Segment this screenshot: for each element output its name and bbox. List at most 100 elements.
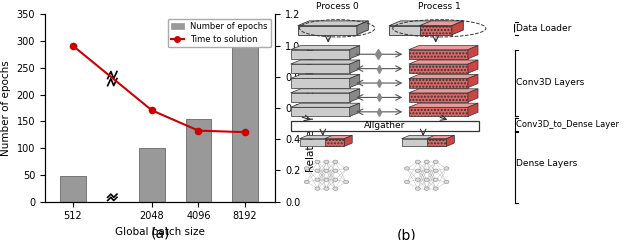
Polygon shape [441, 135, 449, 146]
Bar [232, 41, 258, 202]
FancyBboxPatch shape [291, 121, 479, 131]
Circle shape [444, 180, 449, 184]
Circle shape [333, 160, 338, 163]
Polygon shape [291, 107, 349, 116]
Polygon shape [291, 103, 360, 107]
Polygon shape [420, 26, 452, 35]
Polygon shape [291, 89, 360, 93]
Y-axis label: Relative time to solution: Relative time to solution [306, 44, 316, 172]
Circle shape [315, 169, 320, 172]
Bar [139, 148, 164, 202]
Circle shape [415, 178, 420, 181]
Polygon shape [436, 21, 447, 35]
Text: (b): (b) [397, 228, 417, 240]
Polygon shape [468, 46, 478, 59]
Circle shape [304, 180, 309, 184]
Text: Allgather: Allgather [364, 121, 405, 130]
Circle shape [424, 160, 429, 163]
Text: Process 1: Process 1 [418, 2, 461, 11]
Circle shape [415, 160, 420, 163]
Polygon shape [300, 135, 347, 139]
Circle shape [424, 178, 429, 181]
Polygon shape [291, 74, 360, 78]
Circle shape [333, 178, 338, 181]
Circle shape [424, 187, 429, 190]
Text: Dense Layers: Dense Layers [516, 159, 578, 168]
Polygon shape [298, 26, 357, 35]
Polygon shape [291, 93, 349, 102]
Polygon shape [324, 139, 344, 146]
Text: Data Loader: Data Loader [516, 24, 572, 33]
Polygon shape [427, 139, 447, 146]
Bar [186, 119, 211, 202]
Polygon shape [291, 50, 349, 59]
Polygon shape [298, 21, 369, 26]
Polygon shape [420, 21, 463, 26]
Polygon shape [349, 103, 360, 116]
Circle shape [433, 187, 438, 190]
Circle shape [433, 178, 438, 181]
Circle shape [315, 160, 320, 163]
Polygon shape [402, 135, 449, 139]
Circle shape [315, 178, 320, 181]
Circle shape [433, 169, 438, 172]
Circle shape [324, 169, 329, 172]
X-axis label: Global batch size: Global batch size [115, 227, 205, 237]
Polygon shape [409, 103, 478, 107]
Polygon shape [409, 74, 478, 78]
Polygon shape [409, 46, 478, 50]
Polygon shape [452, 21, 463, 35]
Polygon shape [468, 103, 478, 116]
Text: Process 0: Process 0 [316, 2, 358, 11]
Polygon shape [339, 135, 347, 146]
Legend: Number of epochs, Time to solution: Number of epochs, Time to solution [168, 18, 271, 47]
Y-axis label: Number of epochs: Number of epochs [1, 60, 11, 156]
Polygon shape [324, 135, 352, 139]
Polygon shape [402, 139, 441, 146]
Polygon shape [409, 64, 468, 73]
Polygon shape [389, 26, 436, 35]
Polygon shape [409, 89, 478, 93]
Bar [60, 176, 86, 202]
Polygon shape [349, 60, 360, 73]
Polygon shape [291, 78, 349, 88]
Circle shape [444, 167, 449, 170]
Circle shape [344, 167, 349, 170]
Circle shape [415, 169, 420, 172]
Circle shape [433, 160, 438, 163]
Polygon shape [409, 50, 468, 59]
Polygon shape [357, 21, 369, 35]
Polygon shape [344, 135, 352, 146]
Polygon shape [409, 60, 478, 64]
Polygon shape [291, 64, 349, 73]
Text: (a): (a) [150, 227, 170, 240]
Circle shape [404, 180, 410, 184]
Text: Conv3D Layers: Conv3D Layers [516, 78, 584, 87]
Polygon shape [409, 78, 468, 88]
Polygon shape [468, 89, 478, 102]
Polygon shape [409, 93, 468, 102]
Polygon shape [349, 46, 360, 59]
Circle shape [324, 187, 329, 190]
Circle shape [424, 169, 429, 172]
Circle shape [404, 167, 410, 170]
Polygon shape [447, 135, 454, 146]
Polygon shape [291, 46, 360, 50]
Text: Conv3D_to_Dense Layer: Conv3D_to_Dense Layer [516, 120, 620, 129]
Circle shape [315, 187, 320, 190]
Polygon shape [427, 135, 454, 139]
Polygon shape [349, 89, 360, 102]
Polygon shape [291, 60, 360, 64]
Circle shape [333, 169, 338, 172]
Circle shape [324, 178, 329, 181]
Circle shape [304, 167, 309, 170]
Polygon shape [468, 60, 478, 73]
Polygon shape [409, 107, 468, 116]
Circle shape [324, 160, 329, 163]
Polygon shape [349, 74, 360, 88]
Polygon shape [300, 139, 339, 146]
Circle shape [415, 187, 420, 190]
Circle shape [333, 187, 338, 190]
Polygon shape [468, 74, 478, 88]
Circle shape [344, 180, 349, 184]
